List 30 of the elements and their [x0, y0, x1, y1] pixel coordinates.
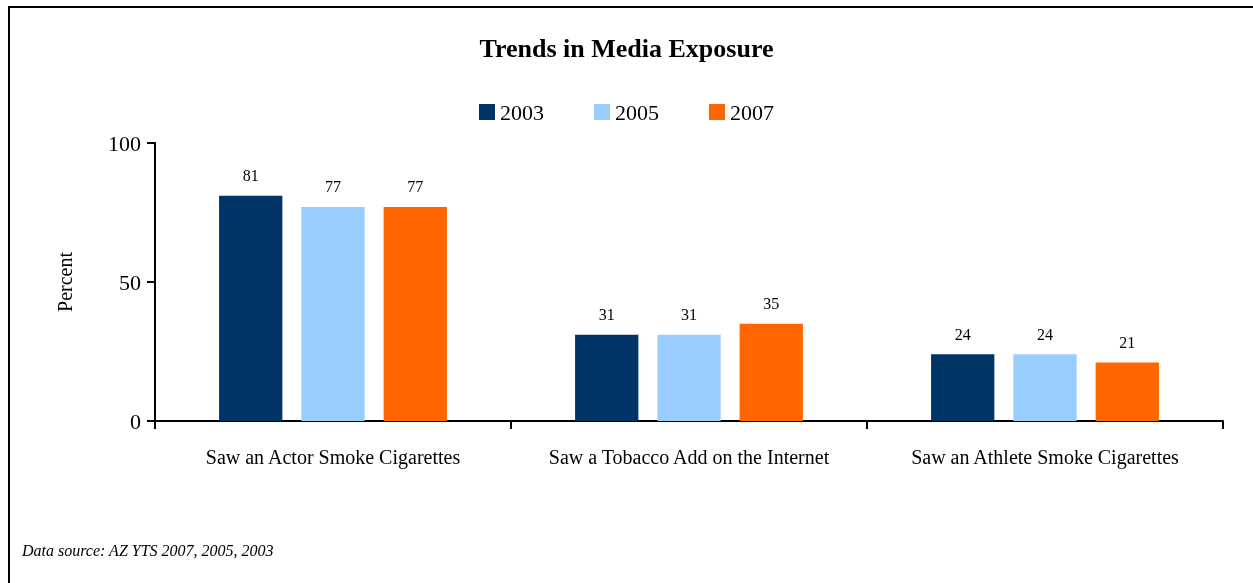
y-axis-title: Percent	[54, 251, 76, 312]
bar	[931, 354, 995, 421]
data-label: 77	[325, 178, 341, 196]
data-label: 31	[681, 306, 697, 324]
y-tick-label: 50	[119, 269, 141, 295]
legend-label: 2007	[730, 99, 774, 125]
bar	[739, 323, 803, 421]
bar	[219, 195, 283, 421]
bar	[301, 206, 365, 421]
bar	[1095, 362, 1159, 421]
bar	[657, 334, 721, 421]
legend-label: 2003	[500, 99, 544, 125]
legend-label: 2005	[615, 99, 659, 125]
data-label: 24	[1037, 325, 1053, 343]
y-tick-label: 100	[108, 130, 141, 156]
data-label: 24	[954, 325, 971, 343]
data-label: 31	[598, 306, 615, 324]
bar	[1013, 354, 1077, 421]
bar	[575, 334, 639, 421]
source-note: Data source: AZ YTS 2007, 2005, 2003	[21, 541, 274, 559]
chart-title: Trends in Media Exposure	[479, 33, 774, 63]
y-tick-label: 0	[130, 408, 141, 434]
data-label: 77	[407, 178, 424, 196]
bar	[383, 206, 447, 421]
data-label: 35	[763, 295, 780, 313]
x-tick-label: Saw an Athlete Smoke Cigarettes	[911, 446, 1180, 469]
data-label: 21	[1119, 334, 1136, 352]
data-label: 81	[242, 167, 259, 185]
x-tick-label: Saw an Actor Smoke Cigarettes	[205, 446, 461, 469]
x-tick-label: Saw a Tobacco Add on the Internet	[548, 446, 830, 468]
